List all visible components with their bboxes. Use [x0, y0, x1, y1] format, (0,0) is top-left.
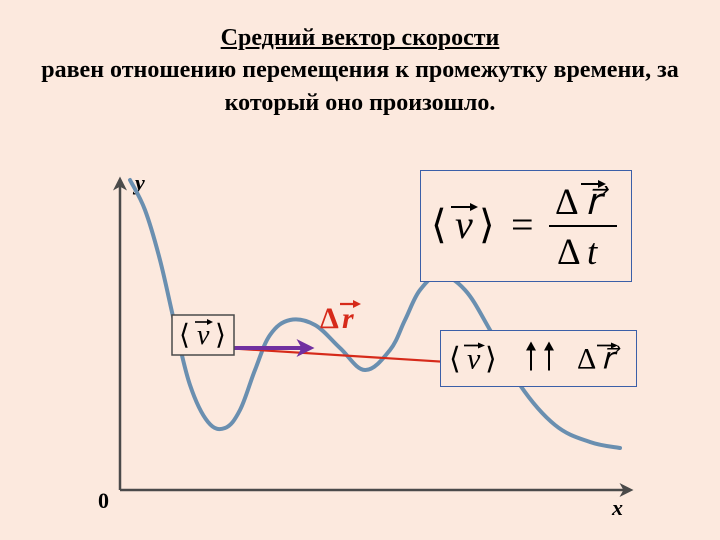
formula-sub: ⟨v⟩Δr⃗ [440, 330, 637, 387]
svg-text:⟩: ⟩ [215, 320, 226, 351]
svg-text:Δ: Δ [320, 302, 339, 335]
svg-text:Δ: Δ [555, 181, 579, 222]
svg-text:0: 0 [98, 488, 109, 513]
svg-text:⟨: ⟨ [179, 320, 190, 351]
formula-sub-svg: ⟨v⟩Δr⃗ [441, 331, 636, 386]
svg-text:v: v [197, 320, 210, 351]
title-line2: равен отношению перемещения к промежутку… [41, 57, 679, 115]
svg-text:r⃗: r⃗ [585, 181, 610, 222]
svg-text:Δ: Δ [557, 231, 581, 272]
svg-text:t: t [587, 231, 598, 272]
svg-text:=: = [511, 202, 534, 247]
svg-text:⟨: ⟨ [449, 343, 461, 376]
svg-text:x: x [611, 495, 623, 520]
svg-text:⟩: ⟩ [485, 343, 497, 376]
formula-main: ⟨v⟩=Δr⃗Δt [420, 170, 632, 282]
svg-text:⟩: ⟩ [479, 202, 495, 247]
formula-main-svg: ⟨v⟩=Δr⃗Δt [421, 171, 631, 281]
title-block: Средний вектор скорости равен отношению … [0, 0, 720, 127]
svg-text:r: r [342, 302, 354, 335]
title-line1: Средний вектор скорости [221, 25, 500, 51]
svg-text:Δ: Δ [577, 343, 596, 376]
svg-text:⟨: ⟨ [431, 202, 447, 247]
